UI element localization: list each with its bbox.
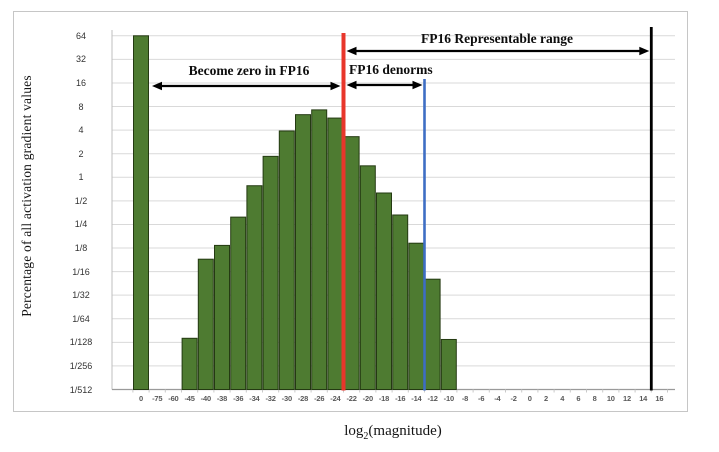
x-axis-tick-label: -8 <box>461 394 469 403</box>
x-axis-tick-label: -34 <box>249 394 260 403</box>
histogram-bar <box>311 109 328 391</box>
x-axis-title-base: log <box>344 423 364 439</box>
annotation-fp16-representable-range: FP16 Representable range <box>421 31 573 46</box>
x-axis-tick-label: 12 <box>623 394 631 403</box>
histogram-bar <box>230 216 247 390</box>
x-axis-title-subscript: 2 <box>363 431 369 442</box>
annotation-fp16-denorms: FP16 denorms <box>349 62 433 77</box>
fp16-denorms-arrow-left-head <box>346 80 357 90</box>
histogram-bar <box>408 242 425 390</box>
y-axis-tick-label: 1 <box>78 172 84 183</box>
x-axis-tick-label: 2 <box>544 394 548 403</box>
histogram-bar <box>440 338 457 391</box>
histogram-bar <box>262 155 279 390</box>
fp16-representable-range-arrow-right-head <box>639 46 650 56</box>
histogram-bar <box>424 278 441 391</box>
x-axis-tick-label: -60 <box>168 394 179 403</box>
x-axis-tick-label: 14 <box>639 394 648 403</box>
x-axis-tick-label: -24 <box>330 394 341 403</box>
histogram-bar <box>327 117 344 390</box>
y-axis-tick-label: 1/256 <box>69 360 93 371</box>
histogram-bar <box>376 192 392 390</box>
x-axis-tick-label: -4 <box>494 394 501 403</box>
fp16-denorms-arrow-right-head <box>412 80 423 90</box>
y-axis-tick-label: 4 <box>78 125 84 136</box>
x-axis-tick-label: 0 <box>139 394 143 403</box>
histogram-bar <box>392 214 409 390</box>
x-axis-tick-label: -20 <box>362 394 373 403</box>
x-axis-title: log2(magnitude) <box>344 423 441 442</box>
histogram-bar <box>343 136 360 390</box>
y-axis-tick-label: 16 <box>75 77 86 88</box>
histogram-bar <box>133 35 149 391</box>
x-axis-tick-label: -22 <box>346 394 357 403</box>
x-axis-tick-label: -28 <box>297 394 309 403</box>
x-axis-tick-label: -40 <box>200 394 211 403</box>
y-axis-tick-label: 1/128 <box>69 337 93 348</box>
x-axis-tick-label: 0 <box>527 394 532 403</box>
x-axis-tick-label: -26 <box>314 394 325 403</box>
histogram-bar <box>295 114 311 390</box>
x-axis-tick-label: 4 <box>560 394 565 403</box>
y-axis-tick-label: 1/16 <box>72 266 90 277</box>
x-axis-tick-label: -30 <box>281 394 292 403</box>
histogram-bar <box>278 130 295 390</box>
x-axis-tick-label: -10 <box>443 394 454 403</box>
annotation-become-zero-in-fp16: Become zero in FP16 <box>188 63 310 78</box>
x-axis-tick-label: -36 <box>233 394 244 403</box>
x-axis-tick-label: -12 <box>427 394 438 403</box>
become-zero-arrow-left-head <box>152 81 162 91</box>
y-axis-tick-label: 32 <box>75 54 86 65</box>
become-zero-arrow-right-head <box>330 81 341 91</box>
x-axis-tick-label: 10 <box>606 394 615 403</box>
histogram-bar <box>197 258 214 391</box>
x-axis-tick-label: 8 <box>592 394 597 403</box>
x-axis-tick-label: 16 <box>655 394 664 403</box>
y-axis-tick-label: 1/4 <box>74 219 88 230</box>
figure-border <box>13 11 688 412</box>
y-axis-tick-label: 64 <box>75 30 86 41</box>
fp16-representable-range-arrow-left-head <box>346 46 357 56</box>
y-axis-tick-label: 1/8 <box>74 243 88 254</box>
x-axis-tick-label: -38 <box>216 394 228 403</box>
x-axis-tick-label: -14 <box>411 394 422 403</box>
y-axis-tick-label: 1/32 <box>72 290 90 301</box>
x-axis-tick-label: -32 <box>265 394 276 403</box>
y-axis-tick-label: 1/512 <box>69 384 93 395</box>
x-axis-tick-label: -18 <box>378 394 390 403</box>
x-axis-title-rest: (magnitude) <box>368 423 442 439</box>
histogram-bar <box>359 165 376 390</box>
y-axis-tick-label: 1/64 <box>72 313 90 324</box>
x-axis-tick-label: 6 <box>576 394 581 403</box>
y-axis-tick-label: 2 <box>78 148 84 159</box>
histogram-bar <box>181 337 198 391</box>
y-axis-tick-label: 8 <box>78 101 84 112</box>
y-axis-tick-label: 1/2 <box>74 195 88 206</box>
x-axis-tick-label: -2 <box>510 394 517 403</box>
x-axis-tick-label: -16 <box>395 394 406 403</box>
histogram-bar <box>214 244 230 390</box>
histogram-bar <box>246 185 263 390</box>
x-axis-tick-label: -45 <box>184 394 195 403</box>
x-axis-tick-label: -75 <box>152 394 163 403</box>
y-axis-title: Percentage of all activation gradient va… <box>19 75 34 317</box>
x-axis-tick-label: -6 <box>478 394 485 403</box>
